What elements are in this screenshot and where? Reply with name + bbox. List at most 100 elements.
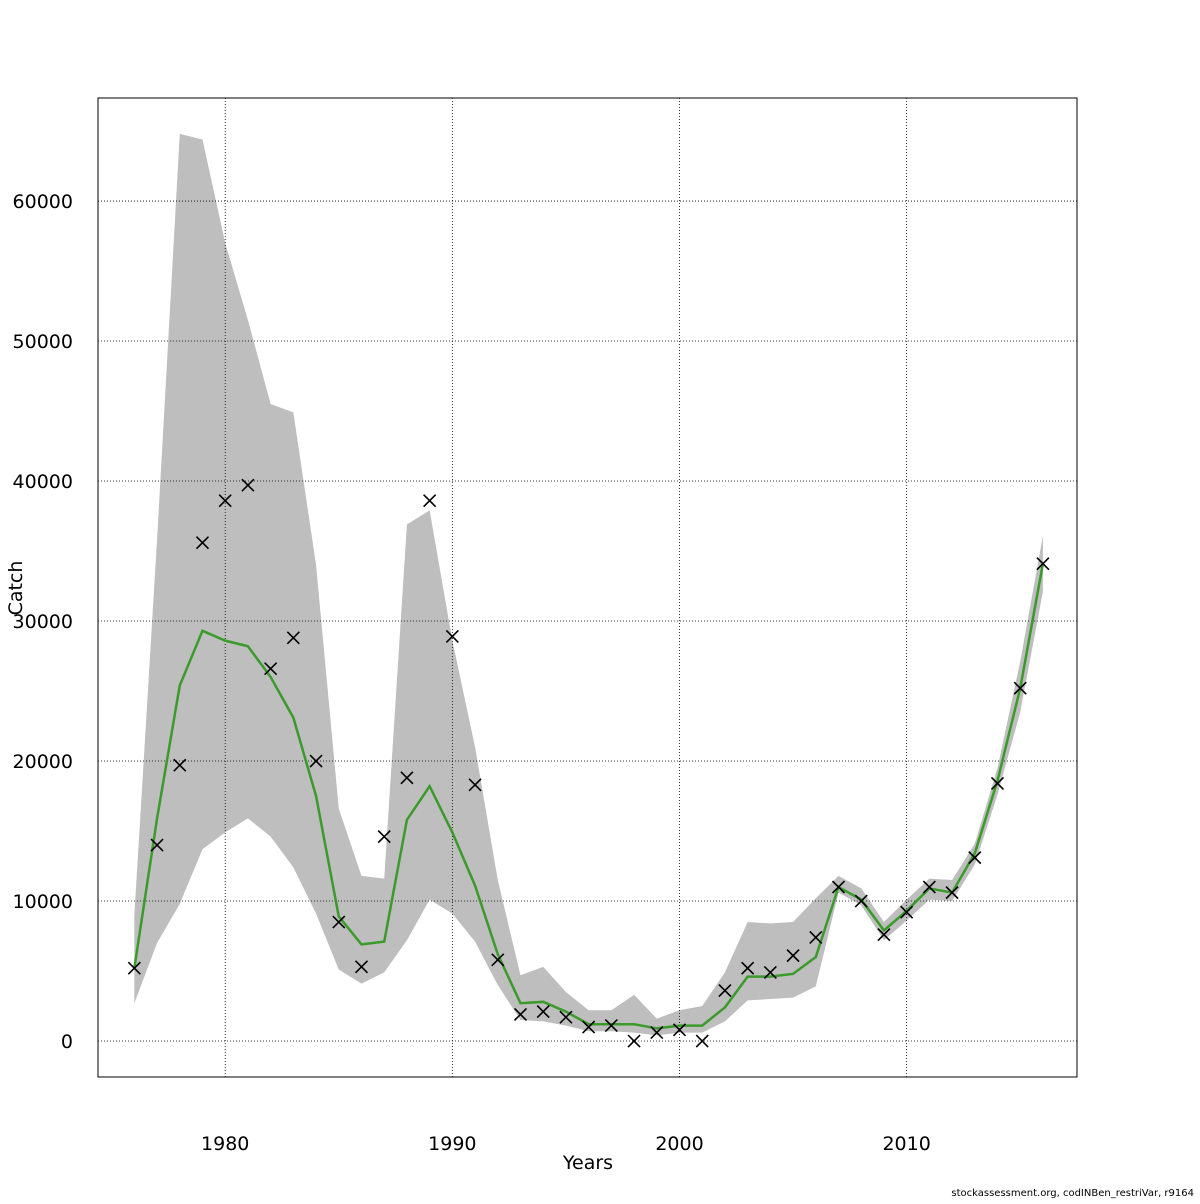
marker-stroke (332, 915, 346, 929)
marker-stroke (990, 776, 1005, 790)
marker-stroke (695, 1034, 709, 1048)
y-axis-label: Catch (5, 561, 27, 616)
observation (332, 915, 346, 929)
observation (900, 905, 914, 919)
x-tick-label: 1980 (201, 1133, 249, 1155)
marker-stroke (195, 536, 210, 550)
marker-stroke (377, 830, 391, 844)
marker-stroke (1036, 557, 1050, 571)
marker-stroke (559, 1010, 573, 1024)
observation (377, 830, 391, 844)
marker-stroke (309, 754, 323, 768)
marker-stroke (536, 1005, 550, 1019)
observation (990, 776, 1005, 790)
y-tick-label: 0 (61, 1031, 73, 1053)
observation (445, 629, 459, 643)
marker-stroke (809, 930, 823, 944)
observation (831, 880, 846, 894)
x-axis-label: Years (562, 1152, 613, 1174)
y-tick-label: 30000 (13, 611, 73, 633)
observation (468, 778, 482, 792)
y-tick-label: 50000 (13, 331, 73, 353)
marker-stroke (786, 949, 800, 963)
observation (309, 754, 323, 768)
marker-stroke (582, 1020, 596, 1034)
marker-stroke (264, 662, 278, 676)
observation (150, 838, 164, 852)
x-tick-label: 2010 (882, 1133, 930, 1155)
observation (559, 1010, 573, 1024)
observation (1036, 557, 1050, 571)
confidence-band (134, 133, 1043, 1036)
observation (264, 662, 278, 676)
marker-stroke (127, 961, 141, 975)
marker-stroke (513, 1007, 528, 1021)
marker-stroke (1013, 681, 1027, 695)
marker-stroke (945, 886, 959, 900)
marker-stroke (173, 758, 187, 772)
observation (286, 631, 300, 645)
marker-stroke (968, 851, 982, 865)
marker-stroke (672, 1023, 687, 1037)
marker-stroke (877, 928, 891, 942)
marker-stroke (831, 880, 846, 894)
observation (741, 961, 755, 975)
marker-stroke (241, 478, 255, 492)
observation (650, 1026, 664, 1040)
footer: stockassessment.org, codINBen_restriVar,… (951, 1188, 1194, 1199)
observation (241, 478, 255, 492)
marker-stroke (150, 838, 164, 852)
observation (877, 928, 891, 942)
observation (127, 961, 141, 975)
observation (195, 536, 210, 550)
observation (513, 1007, 528, 1021)
plot-frame (97, 97, 1078, 1078)
observation (536, 1005, 550, 1019)
observation (1013, 681, 1027, 695)
observation (604, 1019, 618, 1033)
observation (922, 880, 936, 894)
observation (400, 771, 414, 785)
marker-stroke (468, 778, 482, 792)
marker-stroke (423, 494, 437, 508)
marker-stroke (286, 631, 300, 645)
marker-stroke (218, 494, 232, 508)
marker-stroke (854, 894, 868, 908)
marker-stroke (445, 629, 459, 643)
marker-stroke (604, 1019, 618, 1033)
marker-stroke (900, 905, 914, 919)
marker-stroke (491, 953, 505, 967)
x-tick-label: 1990 (428, 1133, 476, 1155)
observation (423, 494, 437, 508)
observation (763, 965, 777, 979)
y-tick-label: 10000 (13, 891, 73, 913)
observation (582, 1020, 596, 1034)
marker-stroke (718, 984, 732, 998)
observation (491, 953, 505, 967)
x-tick-label: 2000 (655, 1133, 703, 1155)
observation (718, 984, 732, 998)
y-tick-label: 60000 (13, 191, 73, 213)
observation (968, 851, 982, 865)
observation (173, 758, 187, 772)
y-tick-label: 40000 (13, 471, 73, 493)
observation (218, 494, 232, 508)
observation (627, 1034, 641, 1048)
observation (354, 960, 369, 974)
marker-stroke (763, 965, 777, 979)
observation (672, 1023, 687, 1037)
marker-stroke (627, 1034, 641, 1048)
marker-stroke (354, 960, 369, 974)
estimate-line (133, 563, 1045, 1030)
observation (854, 894, 868, 908)
y-tick-label: 20000 (13, 751, 73, 773)
marker-stroke (741, 961, 755, 975)
marker-stroke (922, 880, 936, 894)
marker-stroke (650, 1026, 664, 1040)
observation (695, 1034, 709, 1048)
observation (786, 949, 800, 963)
observation (945, 886, 959, 900)
observation (809, 930, 823, 944)
marker-stroke (400, 771, 414, 785)
